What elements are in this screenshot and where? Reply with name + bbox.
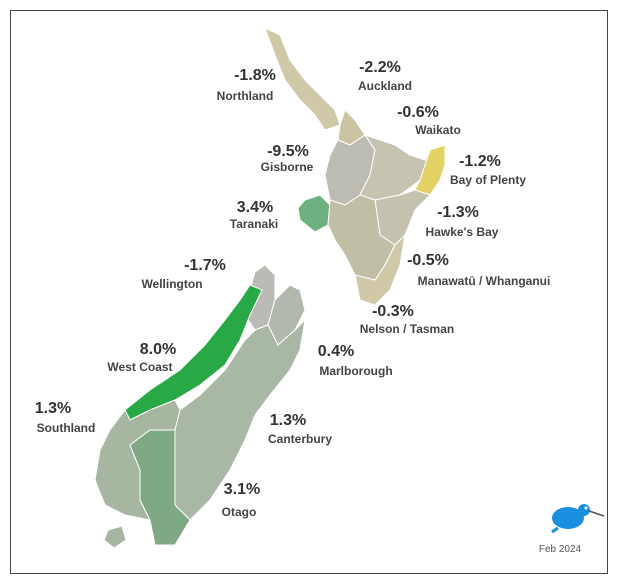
region-name: Manawatū / Whanganui — [418, 274, 551, 288]
region-value: -9.5% — [267, 143, 309, 160]
region-value: -1.8% — [234, 67, 276, 84]
region-name: Taranaki — [230, 217, 278, 231]
region-name: Auckland — [358, 79, 412, 93]
date-label: Feb 2024 — [539, 544, 582, 555]
kiwi-logo — [551, 504, 605, 534]
region-shape — [354, 233, 406, 306]
region-value: -1.7% — [184, 257, 226, 274]
region-value: 8.0% — [140, 341, 176, 358]
region-shape — [129, 429, 191, 546]
region-name: Southland — [37, 421, 96, 435]
region-value: -1.2% — [459, 153, 501, 170]
region-name: Hawke's Bay — [426, 225, 499, 239]
region-name: West Coast — [107, 360, 172, 374]
region-shape — [414, 144, 446, 196]
region-value: 3.4% — [237, 199, 273, 216]
region-shape — [174, 318, 306, 521]
region-value: 1.3% — [35, 400, 71, 417]
region-value: 1.3% — [270, 412, 306, 429]
region-value: -0.3% — [372, 303, 414, 320]
stewart-island — [103, 525, 127, 549]
region-value: 0.4% — [318, 343, 354, 360]
region-name: Waikato — [415, 123, 461, 137]
region-name: Nelson / Tasman — [360, 322, 454, 336]
region-value: 3.1% — [224, 481, 260, 498]
region-name: Wellington — [141, 277, 202, 291]
region-name: Northland — [217, 89, 274, 103]
region-shape — [297, 194, 331, 233]
region-name: Otago — [222, 505, 257, 519]
region-value: -2.2% — [359, 59, 401, 76]
region-name: Marlborough — [319, 364, 392, 378]
region-name: Gisborne — [261, 160, 314, 174]
region-value: -0.5% — [407, 252, 449, 269]
region-value: -0.6% — [397, 104, 439, 121]
region-name: Canterbury — [268, 432, 332, 446]
region-value: -1.3% — [437, 204, 479, 221]
region-name: Bay of Plenty — [450, 173, 526, 187]
